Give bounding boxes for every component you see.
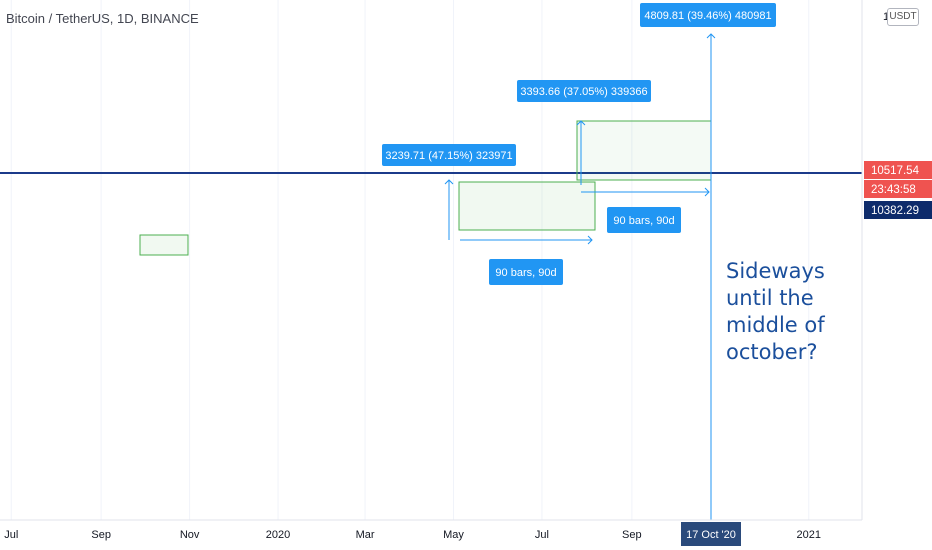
time-tick: Sep: [91, 529, 111, 541]
measure-3-arrowhead: [706, 33, 716, 39]
measure-drawings: [444, 33, 716, 522]
chart-drawings: [0, 120, 862, 256]
chart-title: Bitcoin / TetherUS, 1D, BINANCE: [6, 11, 199, 26]
consolidation-box-2: [458, 181, 596, 231]
time-tick: Nov: [180, 529, 200, 541]
last-price-tags: 10517.54 23:43:58 10382.29: [864, 161, 932, 219]
measure-1-text: 3239.71 (47.15%) 323971: [385, 150, 512, 162]
support-price-label: 10382.29: [871, 205, 919, 217]
last-price-label: 10517.54: [871, 165, 920, 177]
range-2-arrowhead: [704, 187, 710, 197]
time-highlight-label: 17 Oct '20: [686, 529, 736, 541]
time-tick: Jul: [535, 529, 549, 541]
consolidation-box-1: [139, 234, 189, 256]
time-axis[interactable]: [0, 519, 932, 550]
measure-2-arrowhead: [576, 120, 586, 126]
range-1-arrowhead: [587, 235, 593, 245]
range-2-label[interactable]: 90 bars, 90d: [607, 207, 681, 233]
price-axis-top-tick: 1: [883, 11, 889, 23]
price-axis[interactable]: 1: [861, 0, 932, 550]
time-axis-ticks: Jul Sep Nov 2020 Mar May Jul Sep 2021: [4, 529, 821, 541]
time-tick: Jul: [4, 529, 18, 541]
time-tick: 2020: [266, 529, 290, 541]
countdown-label: 23:43:58: [871, 184, 916, 196]
time-tick: May: [443, 529, 464, 541]
measure-2-label[interactable]: 3393.66 (37.05%) 339366: [517, 80, 651, 102]
measure-1-label[interactable]: 3239.71 (47.15%) 323971: [382, 144, 516, 166]
range-1-text: 90 bars, 90d: [495, 267, 556, 279]
range-1-label[interactable]: 90 bars, 90d: [489, 259, 563, 285]
range-2-text: 90 bars, 90d: [613, 215, 674, 227]
measure-1-arrowhead: [444, 179, 454, 185]
time-tick: 2021: [797, 529, 821, 541]
time-tick: Sep: [622, 529, 642, 541]
measure-3-label[interactable]: 4809.81 (39.46%) 480981: [640, 3, 776, 27]
currency-button[interactable]: USDT: [887, 8, 919, 26]
measure-2-text: 3393.66 (37.05%) 339366: [520, 86, 647, 98]
time-tick: Mar: [356, 529, 375, 541]
consolidation-box-3: [576, 120, 712, 181]
time-highlight: 17 Oct '20: [681, 522, 741, 546]
measure-3-text: 4809.81 (39.46%) 480981: [644, 10, 771, 22]
sideways-note: Sideways until the middle of october?: [726, 259, 825, 364]
